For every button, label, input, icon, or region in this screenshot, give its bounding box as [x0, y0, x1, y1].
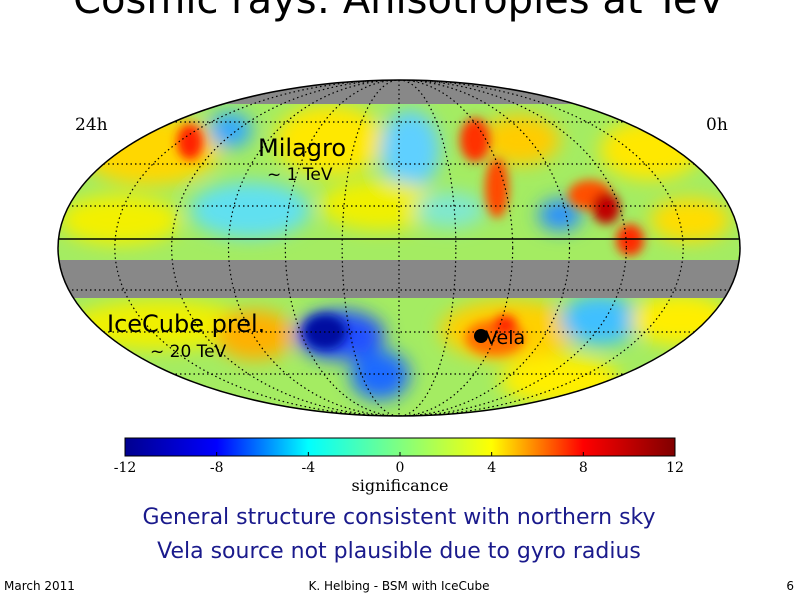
colorbar-label: significance: [352, 476, 449, 495]
colorbar-ticks: -12 -8 -4 0 4 8 12: [114, 452, 684, 476]
grid-meridian: [284, 80, 514, 416]
slide-title: Cosmic rays: Anisotropies at TeV: [73, 0, 725, 23]
sky-map-outline: [57, 79, 741, 417]
colorbar-tick-label: 4: [487, 460, 496, 476]
milagro-energy-label: ~ 1 TeV: [267, 165, 333, 185]
coordinate-grid: [58, 80, 740, 416]
icecube-energy-label: ~ 20 TeV: [150, 342, 227, 362]
grid-meridian: [227, 80, 571, 416]
colorbar-tick-label: 12: [666, 460, 684, 476]
significance-hotspots: [177, 118, 644, 356]
grid-meridian: [171, 80, 627, 416]
footer-date: March 2011: [4, 579, 75, 593]
colorbar-tick-label: -8: [210, 460, 224, 476]
colorbar-tick-label: 0: [396, 460, 405, 476]
ra-label-right: 0h: [706, 115, 728, 135]
footer-page-number: 6: [786, 579, 794, 593]
sky-map-chart: 24h 0h Milagro ~ 1 TeV IceCube prel. ~ 2…: [57, 79, 741, 495]
colorbar-tick-label: -4: [302, 460, 316, 476]
north-pole-mask: [58, 80, 740, 104]
caption-line-1: General structure consistent with northe…: [142, 505, 656, 530]
sky-map-body: [58, 80, 740, 416]
grid-meridian: [341, 80, 457, 416]
vela-label: Vela: [485, 327, 525, 349]
colorbar-tick-label: 8: [579, 460, 588, 476]
equator-mask: [58, 260, 740, 298]
vela-marker: [474, 329, 488, 343]
grid-meridian: [114, 80, 684, 416]
icecube-label: IceCube prel.: [107, 310, 265, 338]
ra-label-left: 24h: [75, 115, 108, 135]
colorbar-tick-label: -12: [114, 460, 137, 476]
caption-line-2: Vela source not plausible due to gyro ra…: [157, 539, 641, 564]
milagro-label: Milagro: [258, 134, 346, 162]
footer-author: K. Helbing - BSM with IceCube: [308, 579, 490, 593]
